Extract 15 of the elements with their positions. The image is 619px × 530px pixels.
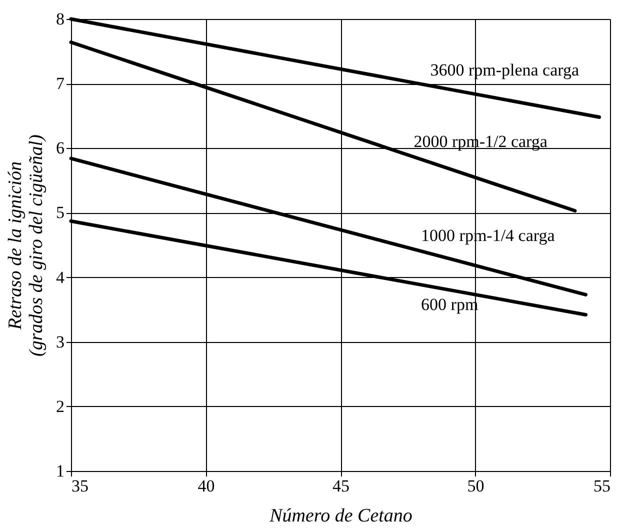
y-tick-label: 3 [56, 332, 64, 352]
x-tick-label: 35 [72, 476, 88, 496]
y-tick-label: 4 [56, 268, 65, 287]
y-axis-title: Retraso de la ignición (grados de giro del cigüeñal) [5, 134, 47, 356]
y-tick-label: 5 [56, 203, 64, 222]
x-axis-title: Número de Cetano [268, 506, 412, 526]
y-tick-label: 2 [56, 396, 64, 416]
y-tick-label: 1 [56, 462, 64, 480]
y-tick-label: 6 [56, 138, 64, 158]
x-tick-label: 45 [332, 476, 350, 496]
x-tick-label: 55 [594, 476, 610, 496]
x-tick-label: 50 [467, 476, 484, 496]
x-tick-label: 40 [198, 476, 215, 496]
y-tick-label: 8 [56, 10, 64, 28]
y-tick-label: 7 [56, 74, 65, 94]
